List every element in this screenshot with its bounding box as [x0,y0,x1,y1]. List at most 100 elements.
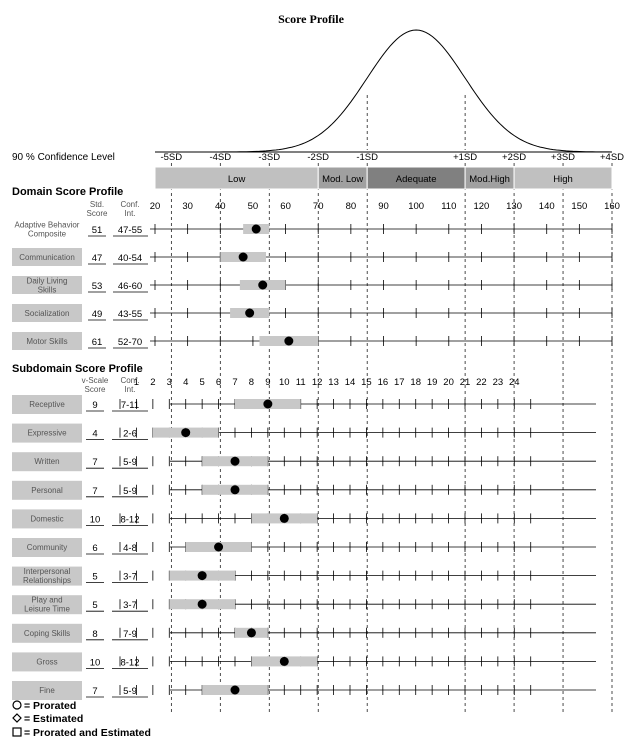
subdomain-label-box [12,480,82,500]
domain-row-label: Motor Skills [26,337,67,346]
legend-prorated: = Prorated [24,700,76,712]
subdomain-score-value: 7 [92,486,97,497]
sd-label: -4SD [209,152,231,163]
subdomain-score-marker [263,399,273,409]
subdomain-row-label: Personal [31,486,63,495]
subdomain-tick-label: 19 [427,377,438,388]
subdomain-tick-label: 3 [167,377,172,388]
subdomain-tick-label: 12 [312,377,323,388]
subdomain-row-label: Relationships [23,576,71,585]
domain-score-marker [258,280,268,290]
legend-prorated-estimated: = Prorated and Estimated [24,727,151,739]
domain-row-label: Skills [38,286,57,295]
subdomain-score-value: 10 [90,657,101,668]
domain-score-value: 49 [92,309,103,320]
subdomain-tick-label: 6 [216,377,221,388]
subdomain-label-box [12,452,82,472]
subdomain-label-box [12,681,82,700]
subdomain-label-box [12,595,82,615]
subdomain-ci-value: 7-9 [123,629,137,640]
domain-score-value: 61 [92,337,103,348]
domain-score-marker [238,252,248,262]
subdomain-tick-label: 11 [296,377,306,388]
subdomain-ci-value: 7-11 [121,400,139,411]
subdomain-score-header: Score [85,385,106,394]
domain-row-label: Composite [28,230,67,239]
subdomain-ci-value: 4-8 [123,543,137,554]
subdomain-label-box [12,538,82,557]
domain-label-box [12,304,82,322]
subdomain-score-value: 5 [92,600,97,611]
sd-label: +1SD [453,152,477,163]
subdomain-tick-label: 17 [394,377,405,388]
domain-ci-value: 47-55 [118,225,142,236]
domain-tick-label: 80 [346,201,357,212]
subdomain-score-marker [197,599,207,609]
subdomain-score-value: 10 [90,514,101,525]
domain-tick-label: 20 [150,201,161,212]
subdomain-ci-header: Int. [124,385,135,394]
subdomain-score-marker [230,456,240,466]
subdomain-row-label: Expressive [27,429,67,438]
domain-tick-label: 140 [539,201,555,212]
subdomain-row-label: Gross [36,657,57,666]
subdomain-tick-label: 24 [509,377,520,388]
domain-label-box [12,332,82,350]
band-label: Mod. Low [322,174,363,185]
subdomain-score-marker [197,571,207,581]
domain-tick-label: 90 [378,201,389,212]
prorated-legend-icon [12,700,22,710]
subdomain-tick-label: 1 [134,377,139,388]
subdomain-tick-label: 10 [279,377,290,388]
subdomain-score-value: 7 [92,457,97,468]
subdomain-tick-label: 14 [345,377,356,388]
subdomain-tick-label: 15 [361,377,372,388]
subdomain-score-marker [230,485,240,495]
subdomain-score-value: 4 [92,429,97,440]
subdomain-tick-label: 9 [265,377,270,388]
chart-title: Score Profile [278,12,345,26]
subdomain-tick-label: 21 [460,377,471,388]
subdomain-tick-label: 22 [476,377,487,388]
subdomain-label-box [12,566,82,586]
domain-ci-header: Conf. [120,200,139,209]
subdomain-ci-value: 3-7 [123,600,137,611]
subdomain-label-box [12,623,82,643]
subdomain-label-box [12,423,82,443]
domain-tick-label: 60 [280,201,291,212]
sd-label: +3SD [551,152,575,163]
domain-row-label: Socialization [25,309,70,318]
subdomain-label-box [12,652,82,672]
domain-score-value: 53 [92,281,103,292]
domain-label-box [12,276,82,294]
domain-label-box [12,248,82,266]
subdomain-tick-label: 16 [378,377,389,388]
sd-label: -3SD [258,152,280,163]
prorated-estimated-legend-icon [12,727,22,737]
domain-score-value: 51 [92,225,103,236]
subdomain-score-value: 5 [92,572,97,583]
sd-label: -2SD [307,152,329,163]
domain-score-marker [284,336,294,346]
subdomain-ci-value: 3-7 [123,572,137,583]
subdomain-tick-label: 7 [232,377,237,388]
domain-tick-label: 100 [408,201,424,212]
subdomain-score-marker [279,513,289,523]
domain-tick-label: 110 [441,201,456,212]
subdomain-ci-value: 5-9 [123,686,137,697]
subdomain-score-value: 9 [92,400,97,411]
domain-ci-value: 40-54 [118,253,142,264]
subdomain-row-label: Interpersonal [24,567,71,576]
subdomain-tick-label: 18 [410,377,421,388]
subdomain-row-label: Receptive [29,400,65,409]
domain-tick-label: 120 [473,201,489,212]
domain-tick-label: 50 [248,201,259,212]
subdomain-tick-label: 5 [199,377,204,388]
band-label: Mod.High [469,174,510,185]
subdomain-tick-label: 4 [183,377,188,388]
subdomain-score-marker [214,542,224,552]
domain-score-header: Std. [90,200,104,209]
subdomain-score-marker [246,628,256,638]
subdomain-score-marker [181,428,191,438]
